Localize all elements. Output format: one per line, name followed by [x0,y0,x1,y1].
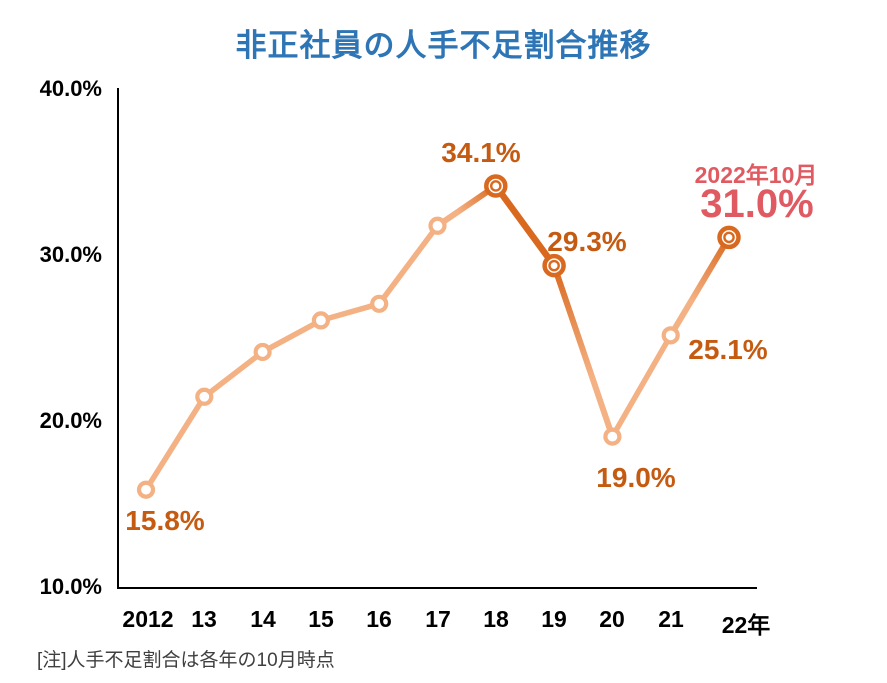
data-point-2017 [428,216,447,235]
y-axis-tick-40: 40.0% [39,76,102,101]
data-point-inner-ring-2019 [548,259,560,272]
x-axis-tick-13: 13 [191,606,217,632]
x-axis-tick-17: 17 [425,606,451,632]
data-label-2022: 31.0% [700,182,814,226]
line-segment-2015-2016 [318,301,382,324]
data-point-2016 [370,294,389,313]
x-axis-tick-21: 21 [658,606,684,632]
line-segment-2021-2022 [667,234,732,339]
data-point-2013 [195,387,214,406]
line-segment-2013-2014 [201,349,266,400]
data-point-2012 [136,480,156,499]
x-axis-tick-2012: 2012 [122,606,174,632]
data-point-2021 [661,326,680,345]
data-point-2014 [253,342,272,362]
data-point-inner-ring-2018 [489,180,502,192]
data-label-2021: 25.1% [688,334,768,365]
data-label-2018: 34.1% [441,137,521,168]
x-axis-tick-22: 22年 [721,612,771,638]
data-label-2012: 15.8% [125,505,205,536]
data-point-2015 [311,311,330,330]
line-segment-2017-2018 [434,182,499,229]
data-point-inner-ring-2022 [723,231,735,244]
line-segment-2016-2017 [376,223,441,307]
x-axis-tick-18: 18 [483,606,509,632]
y-axis-tick-30: 30.0% [39,242,102,267]
y-axis-tick-10: 10.0% [39,574,102,599]
data-label-2019: 29.3% [547,226,627,257]
chart-title: 非正社員の人手不足割合推移 [235,28,652,63]
line-segment-2014-2015 [259,317,324,355]
y-axis-tick-20: 20.0% [39,408,102,433]
data-label-2020: 19.0% [596,462,676,493]
x-axis-tick-19: 19 [541,606,567,632]
annotation-2022-date: 2022年10月 [694,162,818,188]
x-axis-tick-15: 15 [308,606,334,632]
x-axis-tick-14: 14 [250,606,276,632]
chart-note: [注]人手不足割合は各年の10月時点 [37,650,335,671]
line-segment-2020-2021 [609,332,674,440]
line-segment-2018-2019 [492,182,558,269]
line-segment-2012-2013 [143,394,208,493]
data-point-2020 [603,427,622,446]
x-axis-tick-16: 16 [366,606,392,632]
line-segment-2019-2020 [551,262,616,440]
x-axis-tick-20: 20 [599,606,625,632]
